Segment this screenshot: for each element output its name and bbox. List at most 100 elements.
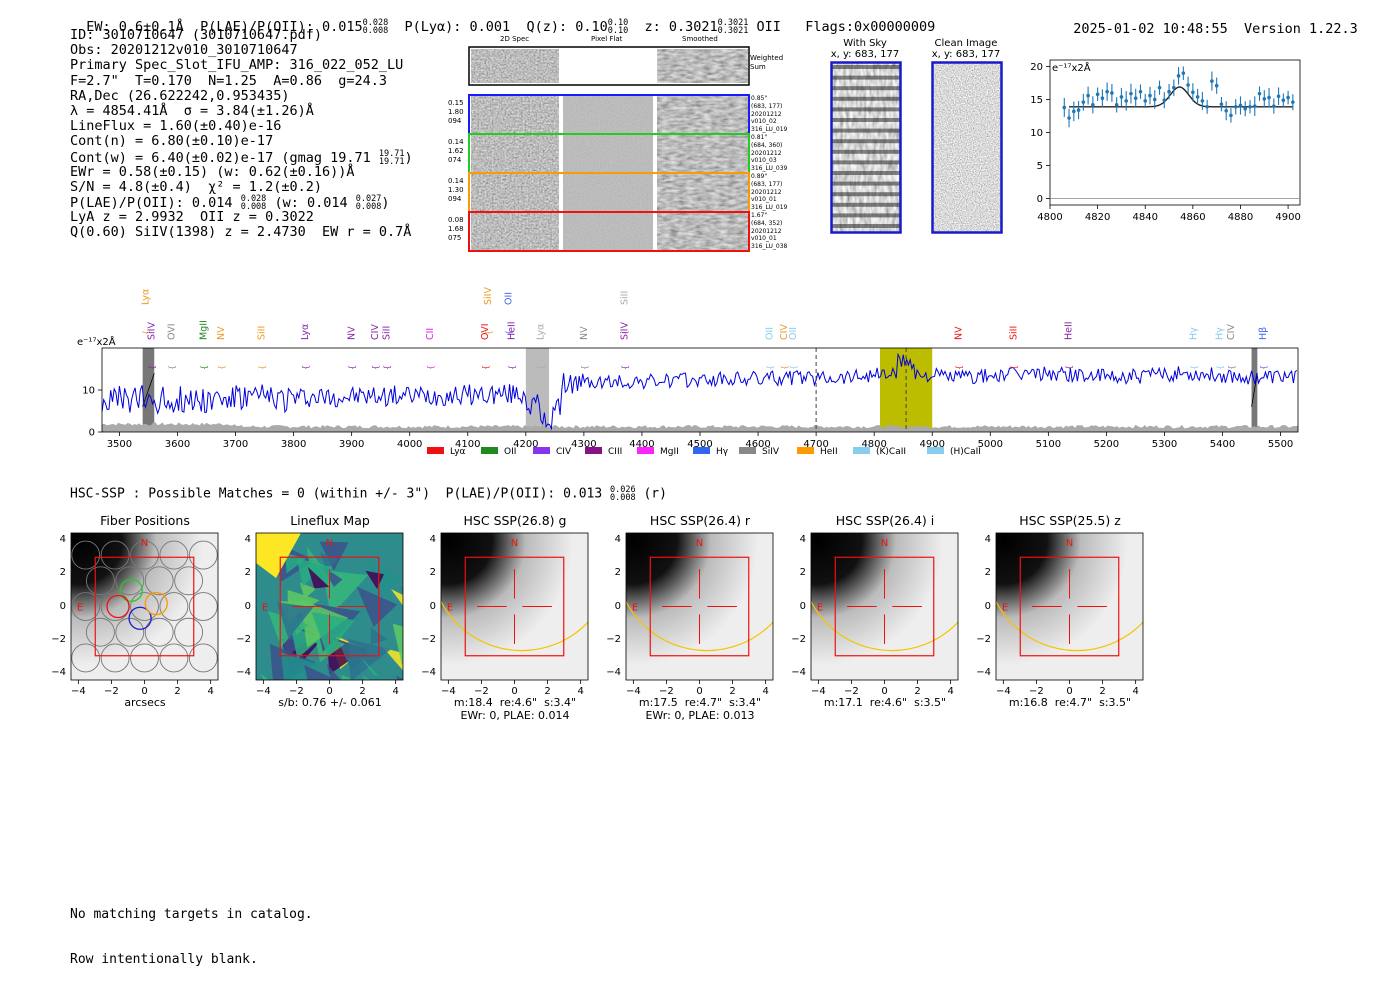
spectrum-x-tick: 4500 bbox=[687, 439, 712, 450]
svg-text:{: { bbox=[621, 365, 630, 370]
zoom-x-tick: 4900 bbox=[1275, 212, 1300, 223]
svg-text:{: { bbox=[168, 365, 177, 370]
legend-item: Hγ bbox=[693, 447, 729, 457]
svg-text:{: { bbox=[780, 365, 789, 370]
compass-n: N bbox=[141, 538, 148, 549]
zoom-data-point bbox=[1152, 97, 1157, 102]
panel-x-tick: 4 bbox=[762, 686, 768, 697]
clean-image bbox=[931, 61, 1003, 234]
svg-text:CII: CII bbox=[425, 328, 436, 340]
zoom-data-point bbox=[1195, 95, 1200, 99]
zoom-spectrum-svg: 4800 4820 4840 4860 4880 4900 0 5 10 15 20 e⁻¹⁷x2Å bbox=[1030, 59, 1301, 223]
compass-e: E bbox=[262, 603, 268, 614]
spectrum-x-tick: 4900 bbox=[920, 439, 945, 450]
panel-caption: m:16.8 re:4.7" s:3.5" bbox=[1008, 696, 1132, 709]
info-contw: Cont(w) = 6.40(±0.02)e-17 (gmag 19.71 19… bbox=[70, 148, 413, 167]
svg-text:Lyα: Lyα bbox=[141, 289, 152, 305]
emission-line-label: OII { bbox=[788, 327, 799, 370]
cutout-row-right-labels: 1.67" (684, 352) 20201212 v010_01 316_LU_038 bbox=[751, 212, 788, 251]
svg-text:{: { bbox=[1189, 365, 1198, 370]
svg-text:OII: OII bbox=[765, 327, 776, 340]
spectrum-x-tick: 4000 bbox=[397, 439, 422, 450]
footer-line-1: No matching targets in catalog. bbox=[70, 907, 313, 922]
spectrum-x-tick: 4200 bbox=[513, 439, 538, 450]
svg-text:HeII: HeII bbox=[1064, 321, 1075, 340]
compass-e: E bbox=[77, 603, 83, 614]
info-lambda: λ = 4854.41Å σ = 3.84(±1.26)Å bbox=[70, 102, 314, 119]
svg-text:{: { bbox=[1216, 365, 1225, 370]
panel-title: HSC SSP(25.5) z bbox=[1019, 513, 1121, 528]
panel-x-tick: 2 bbox=[729, 686, 735, 697]
panel-x-tick: 0 bbox=[696, 686, 702, 697]
legend-swatch bbox=[797, 447, 814, 454]
svg-text:{: { bbox=[1227, 365, 1236, 370]
zoom-y-tick: 20 bbox=[1030, 62, 1043, 73]
header-plae: P(LAE)/P(OII): 0.015 bbox=[200, 19, 363, 35]
emission-line-label: NV { bbox=[347, 326, 358, 370]
svg-text:NV: NV bbox=[347, 326, 358, 340]
zoom-data-point bbox=[1191, 90, 1195, 95]
info-fparams: F=2.7" T=0.170 N=1.25 A=0.86 g=24.3 bbox=[70, 72, 387, 89]
emission-line-label: SiII { bbox=[381, 326, 392, 370]
svg-text:{: { bbox=[217, 365, 226, 370]
svg-text:Hβ: Hβ bbox=[1258, 327, 1269, 340]
svg-text:CIV: CIV bbox=[779, 324, 790, 340]
cutout-row-right-labels: 0.81" (684, 360) 20201212 v010_03 316_LU_039 bbox=[751, 134, 788, 173]
emission-line-label: NV { bbox=[216, 326, 227, 370]
legend-swatch bbox=[533, 447, 550, 454]
emission-line-label: Hγ { bbox=[1215, 327, 1226, 370]
zoom-data-point bbox=[1081, 100, 1086, 104]
zoom-data-point bbox=[1291, 100, 1295, 104]
zoom-unit-label: e⁻¹⁷x2Å bbox=[1052, 61, 1091, 74]
spectrum-x-tick: 4600 bbox=[745, 439, 770, 450]
svg-text:CIV: CIV bbox=[556, 447, 572, 457]
header-flags: Flags:0x00000009 bbox=[805, 19, 936, 35]
panel-x-tick: 0 bbox=[881, 686, 887, 697]
zoom-data-point bbox=[1129, 91, 1133, 96]
spectrum-flux-line bbox=[101, 352, 1298, 431]
zoom-x-tick: 4840 bbox=[1133, 212, 1158, 223]
zoom-data-point bbox=[1167, 89, 1171, 94]
zoom-data-point bbox=[1119, 95, 1124, 99]
legend-item: (H)CaII bbox=[927, 447, 981, 457]
legend-item: MgII bbox=[637, 447, 679, 457]
panel-y-ticks: 4 2 0 −2 −4 bbox=[236, 534, 251, 678]
panel-title: Lineflux Map bbox=[290, 513, 370, 528]
panel-x-tick: 2 bbox=[359, 686, 365, 697]
cutout-row-right-labels: 0.85" (683, 177) 20201212 v010_02 316_LU_019 bbox=[751, 95, 788, 134]
panel-caption: m:18.4 re:4.6" s:3.4" EWr: 0, PLAE: 0.014 bbox=[453, 696, 577, 722]
with-sky-xy: x, y: 683, 177 bbox=[830, 49, 900, 60]
zoom-data-point bbox=[1214, 83, 1219, 88]
zoom-y-tick: 5 bbox=[1037, 161, 1043, 172]
svg-text:{: { bbox=[1065, 365, 1074, 370]
svg-text:Lyα: Lyα bbox=[535, 324, 546, 340]
svg-text:{: { bbox=[481, 365, 490, 370]
info-plae: P(LAE)/P(OII): 0.014 0.028 0.008 (w: 0.01… bbox=[70, 194, 390, 213]
panel-y-ticks: 4 2 0 −2 −4 bbox=[606, 534, 621, 678]
svg-text:{: { bbox=[1010, 365, 1019, 370]
info-lineflux: LineFlux = 1.60(±0.40)e-16 bbox=[70, 118, 282, 135]
svg-text:SiII: SiII bbox=[257, 326, 268, 340]
header-bar: EW: 0.6±0.1Å P(LAE)/P(OII): 0.015 0.028 0.… bbox=[70, 3, 936, 36]
zoom-data-point bbox=[1200, 99, 1205, 103]
panel-caption: m:17.1 re:4.6" s:3.5" bbox=[823, 696, 947, 709]
panel-caption: m:17.5 re:4.7" s:3.4" EWr: 0, PLAE: 0.013 bbox=[638, 696, 762, 722]
spectrum-x-tick: 5200 bbox=[1094, 439, 1119, 450]
cutout-row bbox=[468, 133, 750, 174]
panel-y-ticks: 4 2 0 −2 −4 bbox=[976, 534, 991, 678]
emission-line-label: CIV { bbox=[370, 324, 381, 370]
panel-x-tick: 4 bbox=[1132, 686, 1138, 697]
legend-swatch bbox=[585, 447, 602, 454]
zoom-data-point bbox=[1229, 113, 1233, 118]
svg-text:{: { bbox=[426, 365, 435, 370]
panel-x-tick: 0 bbox=[141, 686, 147, 697]
svg-text:{: { bbox=[147, 365, 156, 370]
panel-x-tick: 2 bbox=[914, 686, 920, 697]
header-qz-bounds: 0.10 0.10 bbox=[607, 18, 629, 36]
hsc-summary: HSC-SSP : Possible Matches = 0 (within +… bbox=[70, 485, 667, 503]
panel-x-tick: −2 bbox=[659, 686, 674, 697]
svg-text:{: { bbox=[504, 330, 513, 335]
panel-x-tick: −4 bbox=[811, 686, 826, 697]
panel-x-tick: 4 bbox=[947, 686, 953, 697]
spectrum-x-tick: 5300 bbox=[1152, 439, 1177, 450]
